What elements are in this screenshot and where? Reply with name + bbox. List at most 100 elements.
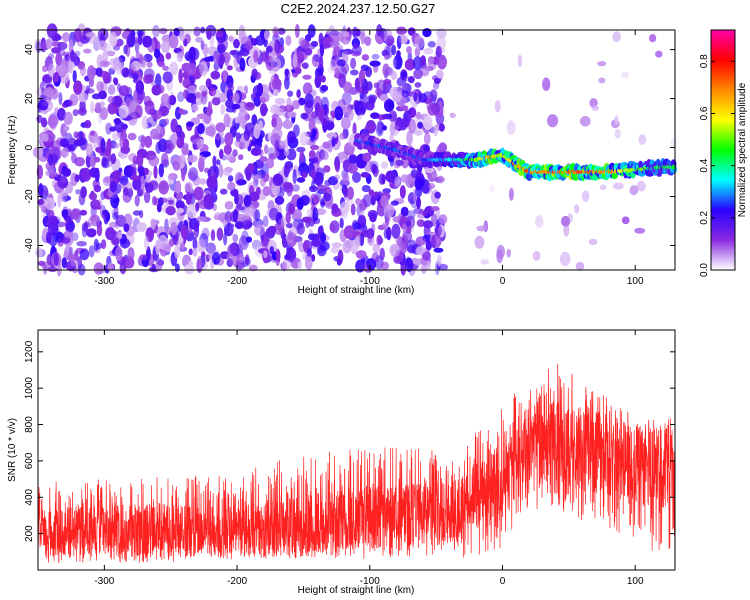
- x-tick-label: -100: [360, 576, 380, 587]
- noise-blob: [496, 244, 505, 259]
- noise-blob: [267, 225, 277, 234]
- noise-blob: [102, 49, 109, 62]
- noise-blob: [64, 53, 70, 62]
- noise-blob: [436, 254, 442, 267]
- y-tick-label: 400: [24, 488, 35, 505]
- noise-blob: [77, 256, 83, 270]
- noise-blob: [230, 188, 239, 197]
- noise-blob: [315, 167, 325, 178]
- noise-blob: [183, 38, 188, 47]
- noise-blob: [201, 251, 206, 258]
- noise-blob: [614, 128, 621, 139]
- noise-blob: [254, 209, 261, 222]
- noise-blob: [110, 193, 120, 209]
- noise-blob: [142, 35, 153, 48]
- noise-blob: [196, 139, 204, 150]
- noise-blob: [399, 241, 409, 254]
- noise-blob: [621, 216, 630, 225]
- noise-blob: [192, 247, 198, 257]
- noise-blob: [74, 174, 80, 183]
- noise-blob: [366, 258, 377, 271]
- y-tick-label: -20: [24, 189, 35, 204]
- noise-blob: [399, 185, 406, 199]
- noise-blob: [203, 193, 214, 208]
- noise-blob: [670, 137, 677, 149]
- noise-blob: [123, 223, 130, 232]
- noise-blob: [380, 195, 389, 208]
- noise-blob: [580, 116, 591, 127]
- colorbar-tick-label: 0.8: [699, 54, 710, 68]
- spectrogram-frame: [37, 29, 676, 271]
- y-tick-label: 0: [24, 144, 35, 150]
- noise-blob: [204, 56, 214, 62]
- noise-blob: [302, 82, 313, 95]
- noise-blob: [196, 258, 203, 273]
- noise-blob: [256, 186, 261, 196]
- noise-blob: [382, 63, 390, 77]
- noise-blob: [324, 179, 332, 187]
- noise-blob: [223, 113, 231, 128]
- noise-blob: [227, 175, 234, 182]
- noise-blob: [476, 225, 487, 232]
- noise-blob: [220, 104, 225, 115]
- noise-blob: [144, 100, 155, 115]
- noise-blob: [265, 55, 275, 71]
- noise-blob: [402, 83, 412, 94]
- noise-blob: [67, 254, 78, 262]
- noise-blob: [159, 119, 167, 128]
- noise-blob: [532, 250, 541, 261]
- noise-blob: [160, 93, 171, 106]
- noise-blob: [274, 39, 280, 54]
- noise-blob: [379, 247, 385, 261]
- noise-blob: [433, 124, 438, 137]
- noise-blob: [401, 71, 407, 78]
- noise-blob: [198, 157, 205, 173]
- noise-blob: [352, 171, 361, 183]
- noise-blob: [40, 87, 47, 101]
- noise-blob: [369, 60, 381, 67]
- noise-blob: [42, 65, 48, 73]
- noise-blob: [403, 117, 410, 128]
- noise-blob: [211, 97, 221, 106]
- noise-blob: [340, 201, 350, 215]
- noise-blob: [100, 138, 106, 154]
- noise-blob: [127, 188, 134, 198]
- noise-blob: [342, 106, 352, 117]
- snr-series-line: [37, 363, 676, 564]
- noise-blob: [327, 117, 335, 123]
- noise-blob: [251, 38, 258, 46]
- noise-blob: [100, 81, 108, 93]
- noise-blob: [199, 178, 207, 185]
- noise-blob: [109, 126, 117, 132]
- noise-blob: [361, 78, 368, 91]
- noise-blob: [111, 132, 120, 141]
- noise-blob: [395, 235, 404, 246]
- noise-blob: [422, 220, 434, 229]
- noise-blob: [433, 247, 444, 253]
- noise-blob: [226, 258, 233, 268]
- noise-blob: [364, 36, 372, 46]
- noise-blob: [123, 44, 128, 55]
- noise-blob: [319, 149, 326, 160]
- noise-blob: [339, 179, 350, 187]
- noise-blob: [47, 221, 59, 236]
- noise-blob: [163, 139, 174, 154]
- noise-blob: [57, 41, 68, 51]
- noise-blob: [101, 156, 108, 167]
- noise-blob: [157, 259, 165, 266]
- noise-blob: [292, 100, 300, 110]
- noise-blob: [110, 107, 120, 114]
- noise-blob: [329, 110, 335, 117]
- noise-blob: [199, 144, 209, 153]
- noise-blob: [437, 263, 448, 271]
- noise-blob: [401, 90, 410, 98]
- noise-blob: [159, 27, 168, 35]
- noise-blob: [301, 62, 309, 69]
- noise-blob: [352, 171, 361, 183]
- colorbar-tick-label: 0.0: [699, 263, 710, 277]
- noise-blob: [284, 162, 291, 175]
- noise-blob: [98, 141, 109, 149]
- noise-blob: [391, 245, 400, 253]
- noise-blob: [233, 39, 240, 49]
- noise-blob: [352, 122, 357, 137]
